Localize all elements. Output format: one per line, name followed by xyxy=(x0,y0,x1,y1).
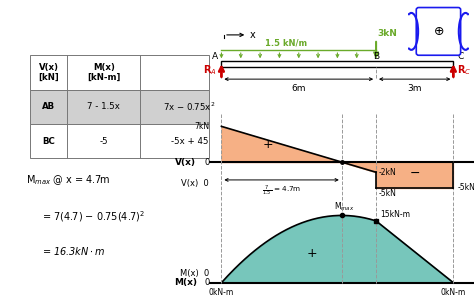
Text: V(x): V(x) xyxy=(175,158,196,167)
Text: −: − xyxy=(410,167,420,180)
Text: M$_{max}$ @ x = 4.7m: M$_{max}$ @ x = 4.7m xyxy=(26,173,110,187)
Bar xyxy=(30,90,209,124)
Text: 7kN: 7kN xyxy=(195,122,210,131)
Text: = 16.3$kN \cdot m$: = 16.3$kN \cdot m$ xyxy=(42,245,106,257)
Text: 0kN-m: 0kN-m xyxy=(441,288,466,297)
Text: BC: BC xyxy=(42,137,55,146)
Text: M(x)
[kN-m]: M(x) [kN-m] xyxy=(87,63,120,82)
Text: = 7(4.7) $-$ 0.75(4.7)$^2$: = 7(4.7) $-$ 0.75(4.7)$^2$ xyxy=(42,209,146,224)
Text: V(x)
[kN]: V(x) [kN] xyxy=(38,63,59,82)
Text: A: A xyxy=(211,52,218,61)
Text: 3kN: 3kN xyxy=(377,29,397,38)
Text: +: + xyxy=(306,247,317,260)
Text: x: x xyxy=(250,30,255,40)
Text: 3m: 3m xyxy=(408,84,422,93)
Text: -2kN: -2kN xyxy=(378,168,396,177)
Bar xyxy=(30,124,209,158)
Text: -5x + 45: -5x + 45 xyxy=(171,137,208,146)
Text: 15kN-m: 15kN-m xyxy=(380,210,410,219)
Bar xyxy=(221,61,454,67)
Text: 7x $-$ 0.75x$^2$: 7x $-$ 0.75x$^2$ xyxy=(163,101,216,113)
Text: B: B xyxy=(373,52,379,61)
Text: M(x)  0: M(x) 0 xyxy=(180,269,209,278)
Text: 0kN-m: 0kN-m xyxy=(209,288,234,297)
Text: 0: 0 xyxy=(205,158,210,167)
Text: +: + xyxy=(263,138,273,151)
Text: -5kN: -5kN xyxy=(378,189,396,198)
Text: 1.5 kN/m: 1.5 kN/m xyxy=(265,39,307,48)
Text: 0: 0 xyxy=(205,278,210,287)
Text: R$_C$: R$_C$ xyxy=(457,63,472,77)
Text: M(x): M(x) xyxy=(174,278,197,287)
Text: C: C xyxy=(457,52,464,61)
Text: 7 - 1.5x: 7 - 1.5x xyxy=(87,102,120,112)
Text: $\oplus$: $\oplus$ xyxy=(433,25,444,38)
Text: -5: -5 xyxy=(100,137,108,146)
Text: R$_A$: R$_A$ xyxy=(202,63,216,77)
Text: -5kN: -5kN xyxy=(457,183,474,192)
Text: V(x)  0: V(x) 0 xyxy=(182,179,209,188)
Text: M$_{max}$: M$_{max}$ xyxy=(334,201,355,213)
Text: $\frac{7}{1.5}$ = 4.7m: $\frac{7}{1.5}$ = 4.7m xyxy=(262,184,301,198)
Text: AB: AB xyxy=(42,102,55,112)
Text: 6m: 6m xyxy=(292,84,306,93)
Bar xyxy=(30,55,209,90)
FancyBboxPatch shape xyxy=(416,7,461,55)
